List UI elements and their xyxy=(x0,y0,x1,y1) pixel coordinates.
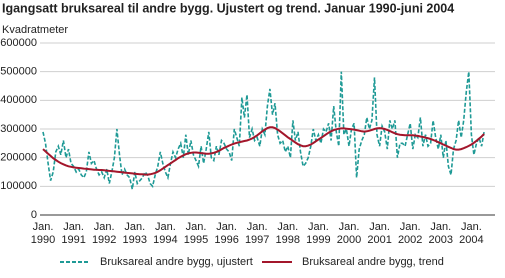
legend-label: Bruksareal andre bygg, ujustert xyxy=(100,256,253,268)
y-tick-label: 300000 xyxy=(0,123,37,135)
chart-title: Igangsatt bruksareal til andre bygg. Uju… xyxy=(2,1,454,15)
trend-line xyxy=(42,126,485,176)
x-tick-label: Jan. 1991 xyxy=(61,221,86,246)
y-tick-label: 600000 xyxy=(0,37,37,49)
y-tick-label: 200000 xyxy=(0,152,37,164)
dashed-line xyxy=(42,71,485,190)
x-tick-label: Jan. 1999 xyxy=(306,221,331,246)
x-tick-label: Jan. 1995 xyxy=(183,221,209,246)
x-tick-label: Jan. 1997 xyxy=(244,221,270,246)
legend-label: Bruksareal andre bygg, trend xyxy=(302,256,444,268)
y-tick-label: 500000 xyxy=(0,66,37,78)
x-tick-label: Jan. 2000 xyxy=(336,221,362,246)
x-tick-label: Jan. 1990 xyxy=(30,221,56,246)
x-tick-label: Jan. 2003 xyxy=(428,221,454,246)
x-tick-label: Jan. 2001 xyxy=(367,221,392,246)
y-axis-label: Kvadratmeter xyxy=(2,24,68,36)
x-tick-label: Jan. 1994 xyxy=(153,221,178,246)
x-tick-label: Jan. 2004 xyxy=(459,221,484,246)
y-tick-label: 0 xyxy=(31,209,37,221)
x-tick-label: Jan. 2002 xyxy=(397,221,423,246)
y-tick-label: 100000 xyxy=(0,180,37,192)
x-tick-label: Jan. 1993 xyxy=(122,221,148,246)
x-tick-label: Jan. 1998 xyxy=(275,221,301,246)
x-tick-label: Jan. 1992 xyxy=(91,221,117,246)
x-tick-label: Jan. 1996 xyxy=(214,221,239,246)
y-tick-label: 400000 xyxy=(0,94,37,106)
